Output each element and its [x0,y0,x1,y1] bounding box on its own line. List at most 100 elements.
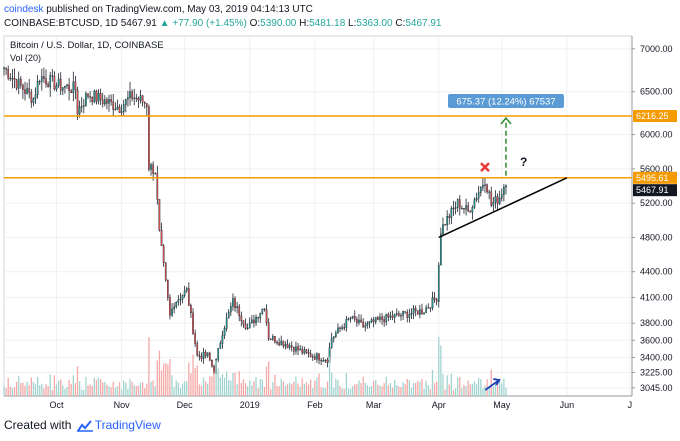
volume-bar [307,384,310,396]
candle-body [202,351,205,359]
candle-body [311,356,314,358]
candle-body [471,207,474,213]
question-mark: ? [520,155,527,169]
candle [17,71,20,95]
candle-body [72,81,75,94]
candle [364,321,367,332]
candle-body [356,319,358,323]
x-tick-label: Jun [560,400,575,410]
volume-bar [112,381,114,396]
volume-bar [169,359,171,396]
volume-bar [349,388,352,396]
candle [91,96,94,106]
candle-body [320,359,322,362]
volume-bar [421,379,423,396]
candle [301,345,304,355]
candle-body [158,199,161,231]
volume-bar [370,385,373,396]
candle [129,81,131,106]
candle [45,69,47,88]
volume-bar [15,381,18,396]
candle-body [175,301,178,307]
x-tick-label: J [628,400,633,410]
candle-body [467,205,470,212]
candle [496,193,499,210]
volume-bar [39,385,41,396]
candle [314,353,316,361]
change-arrow-icon: ▲ [159,18,170,29]
candle-body [505,185,507,188]
candle [267,318,270,341]
volume-bar [471,383,474,396]
candle [78,100,81,118]
candle [7,65,10,81]
candle [259,312,262,323]
candle-body [408,314,411,318]
tradingview-brand[interactable]: TradingView [94,418,161,432]
candle-body [120,111,123,113]
candle-body [127,97,129,100]
y-tick-label: 6000.00 [640,130,673,140]
candle [219,340,222,349]
price-chart[interactable]: 7000.00 6500.00 6000.00 5600.00 5200.00 4800.… [0,30,680,416]
volume-bar [486,379,488,396]
footer: Created with TradingView [4,418,161,432]
volume-bar [188,362,190,396]
volume-bar [352,386,354,396]
candle [444,223,446,226]
volume-bar [234,372,236,396]
volume-arrow-icon [484,379,500,391]
volume-bar [47,386,49,396]
candle-body [469,210,472,213]
x-tick-label: Apr [432,400,446,410]
candle [261,308,264,315]
candle [181,294,184,304]
volume-bar [280,378,282,396]
candle [257,316,259,323]
volume-bar [70,383,72,396]
candle [505,184,507,195]
publisher-name[interactable]: coindesk [4,4,44,15]
candle [356,316,358,327]
volume-bar [177,382,179,396]
volume-bar [209,376,211,396]
candle [40,68,43,91]
candle [383,315,385,327]
volume-bar [387,385,389,396]
candle [442,217,444,236]
candle [347,317,350,321]
candle [34,87,37,104]
candle [57,73,60,88]
candle [11,69,14,89]
volume-bar [270,389,272,396]
candle [200,352,203,362]
candle [171,303,173,317]
candle-body [11,78,14,80]
candle-body [440,233,442,266]
candle [372,316,375,328]
volume-bar [171,375,173,396]
volume-bar [22,382,24,396]
volume-bar [406,378,408,396]
current-price-tag [633,184,677,197]
candle [332,336,335,343]
candle [343,322,346,331]
candle [141,94,144,107]
volume-bar [488,386,490,396]
y-tick-label: 4400.00 [640,267,673,277]
candle [427,303,430,309]
candle-body [414,308,417,311]
candle-body [196,343,199,356]
candle [70,89,73,94]
candle-body [475,198,478,200]
volume-bar [202,377,205,396]
volume-bar [469,384,471,396]
candle-body [200,355,203,359]
candle [425,304,427,314]
candle [198,351,201,361]
candle [385,313,388,326]
candle [498,190,501,206]
candle-body [248,322,251,329]
volume-bar [108,386,110,396]
candle [251,315,253,324]
